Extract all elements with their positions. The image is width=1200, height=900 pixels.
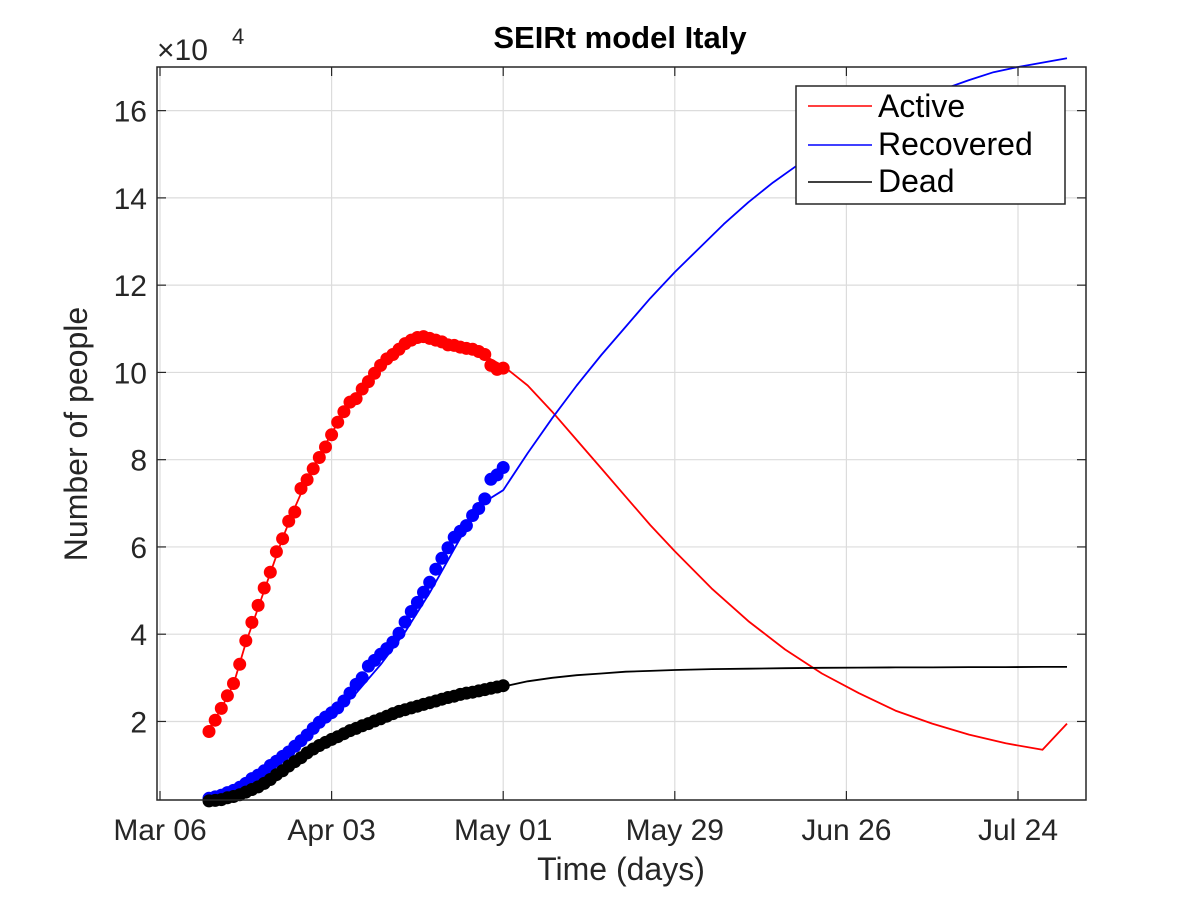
y-tick-label-5: 12: [114, 270, 147, 303]
series-layer: [202, 57, 1068, 808]
active-data-point: [220, 689, 234, 703]
active-data-point: [269, 545, 283, 559]
active-data-point: [208, 713, 222, 727]
active-data-point: [251, 598, 265, 612]
legend-label-recovered: Recovered: [878, 126, 1033, 162]
recovered-data-point: [472, 502, 486, 515]
active-data-point: [337, 405, 351, 419]
series-recovered: [202, 57, 1068, 805]
active-data-point: [496, 361, 510, 375]
y-tick-label-4: 10: [114, 357, 147, 390]
recovered-data-point: [435, 551, 449, 565]
active-data-point: [331, 415, 345, 429]
recovered-data-point: [417, 585, 430, 599]
x-tick-label-5: Jul 24: [978, 814, 1058, 847]
x-tick-label-2: May 01: [454, 814, 552, 847]
x-tick-label-1: Apr 03: [287, 814, 375, 847]
active-data-point: [288, 505, 302, 519]
chart-title: SEIRt model Italy: [493, 20, 747, 55]
series-active: [202, 330, 1068, 751]
legend: Active Recovered Dead: [795, 85, 1066, 205]
tick-layer: Mar 06 Apr 03 May 01 May 29 Jun 26 Jul 24 2 4 6 8…: [113, 67, 1086, 847]
recovered-data-point: [459, 519, 473, 533]
active-data-point: [312, 451, 326, 464]
active-data-point: [227, 677, 240, 690]
recovered-data-point: [496, 461, 510, 474]
y-exponent-power: 4: [232, 24, 244, 49]
y-tick-label-6: 14: [114, 183, 147, 216]
recovered-data-point: [404, 605, 418, 618]
active-data-point: [349, 392, 363, 406]
active-data-point: [276, 532, 290, 546]
x-tick-label-4: Jun 26: [801, 814, 891, 847]
active-data-point: [202, 725, 216, 738]
y-tick-label-2: 6: [130, 532, 147, 565]
recovered-data-point: [410, 595, 424, 609]
x-tick-label-0: Mar 06: [113, 814, 206, 847]
x-tick-label-3: May 29: [626, 814, 724, 847]
plot-area-frame: [156, 66, 1087, 801]
recovered-data-point: [398, 615, 412, 629]
dead-data-point: [496, 679, 510, 693]
recovered-data-point: [441, 541, 455, 555]
y-tick-label-1: 4: [130, 619, 147, 652]
active-data-point: [214, 701, 228, 715]
y-exponent-base: ×10: [157, 34, 208, 67]
recovered-data-point: [355, 671, 369, 685]
y-tick-label-3: 8: [130, 445, 147, 478]
y-tick-label-7: 16: [114, 96, 147, 129]
legend-label-dead: Dead: [878, 163, 955, 199]
x-axis-label: Time (days): [537, 851, 705, 887]
active-data-point: [319, 440, 332, 454]
active-data-point: [257, 581, 271, 595]
recovered-data-point: [429, 562, 443, 576]
series-dead: [202, 666, 1067, 808]
recovered-data-point: [478, 492, 492, 506]
active-data-point: [239, 634, 253, 648]
active-data-point: [306, 462, 320, 476]
recovered-data-point: [423, 575, 437, 589]
recovered-data-point: [392, 626, 406, 640]
y-tick-label-0: 2: [130, 706, 147, 739]
y-axis-label: Number of people: [58, 307, 94, 561]
active-data-point: [245, 615, 259, 629]
active-data-point: [282, 514, 296, 528]
active-data-point: [300, 473, 314, 487]
legend-label-active: Active: [878, 88, 965, 124]
active-data-point: [478, 348, 492, 361]
active-data-point: [233, 657, 247, 671]
active-data-point: [325, 428, 339, 442]
active-data-point: [263, 565, 277, 579]
